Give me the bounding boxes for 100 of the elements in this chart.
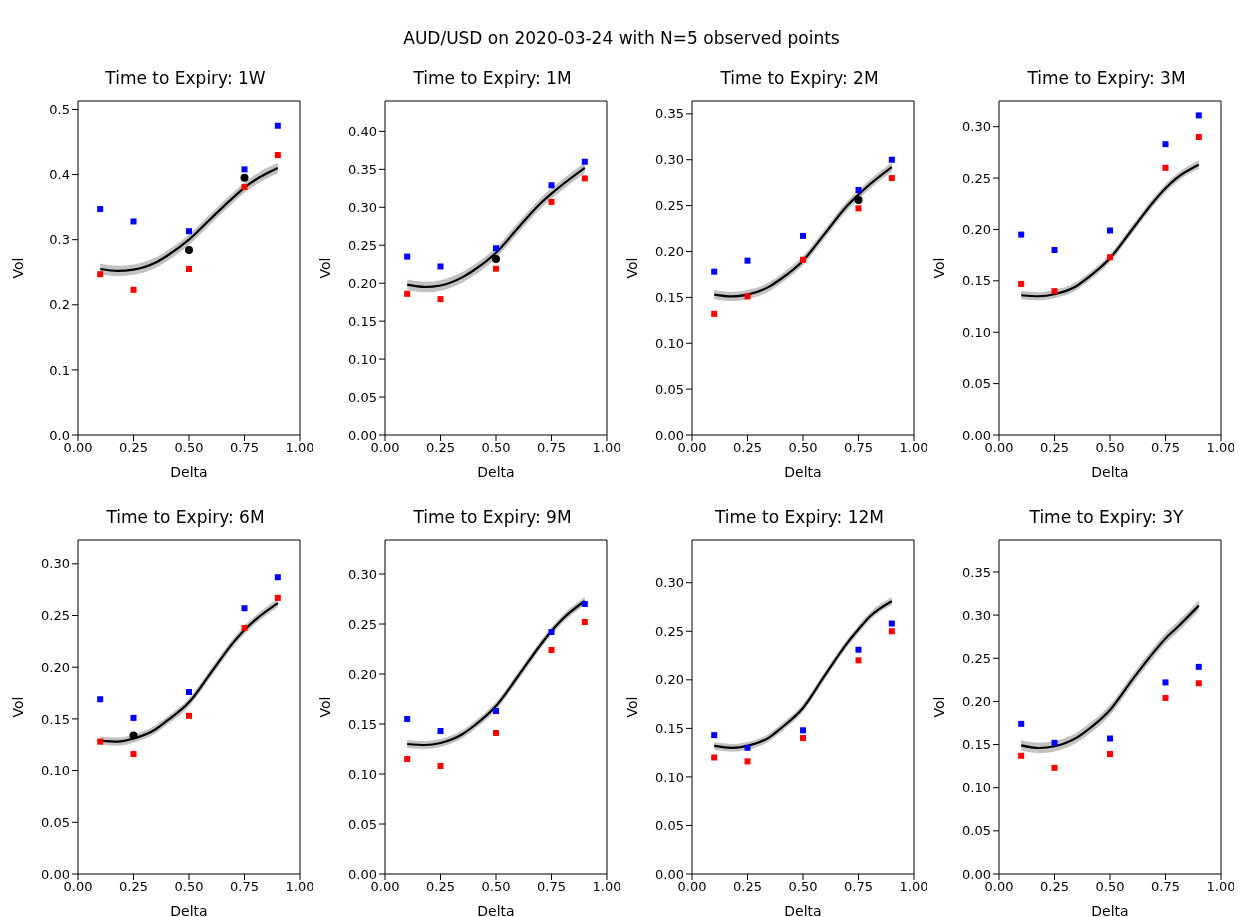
y-tick-label: 0.20 xyxy=(962,694,991,710)
x-tick-label: 0.75 xyxy=(230,879,259,895)
point xyxy=(800,727,806,734)
y-axis-title: Vol xyxy=(930,696,947,718)
x-axis-title: Delta xyxy=(1091,464,1129,480)
point xyxy=(97,206,104,213)
point xyxy=(581,175,588,182)
y-axis-title: Vol xyxy=(623,257,640,279)
y-tick-label: 0.00 xyxy=(655,866,684,882)
y-tick-label: 0.30 xyxy=(655,152,684,168)
x-axis-title: Delta xyxy=(784,464,822,480)
point xyxy=(581,158,588,165)
point xyxy=(744,744,751,751)
y-tick-label: 0.05 xyxy=(41,814,70,830)
x-tick-label: 0.75 xyxy=(1151,440,1180,456)
y-tick-label: 0.35 xyxy=(348,161,377,177)
x-axis-title: Delta xyxy=(477,903,515,917)
x-axis-title: Delta xyxy=(170,903,208,917)
text: AUD/USD on 2020-03-24 with N=5 observed points xyxy=(403,28,840,48)
y-tick-label: 0.35 xyxy=(962,564,991,580)
x-tick-label: 1.00 xyxy=(592,879,622,895)
y-tick-label: 0.3 xyxy=(49,232,70,248)
y-tick-label: 0.20 xyxy=(348,275,377,291)
x-tick-label: 0.50 xyxy=(481,440,511,456)
point xyxy=(711,754,718,761)
x-tick-label: 0.25 xyxy=(119,440,148,456)
point xyxy=(130,286,137,293)
y-tick-label: 0.30 xyxy=(41,556,70,572)
x-tick-label: 0.25 xyxy=(426,879,455,895)
point xyxy=(1162,141,1169,148)
point xyxy=(1051,764,1058,771)
y-tick-label: 0.10 xyxy=(348,766,377,782)
point xyxy=(800,256,806,263)
x-tick-label: 1.00 xyxy=(1206,440,1236,456)
point xyxy=(97,738,104,745)
x-axis-title: Delta xyxy=(170,464,208,480)
x-tick-label: 0.50 xyxy=(788,879,818,895)
x-tick-label: 0.25 xyxy=(1040,440,1069,456)
y-tick-label: 0.20 xyxy=(655,672,684,688)
y-tick-label: 0.25 xyxy=(655,198,684,214)
point xyxy=(129,731,138,740)
y-axis-title: Vol xyxy=(9,257,26,279)
x-tick-label: 0.25 xyxy=(733,440,762,456)
y-tick-label: 0.20 xyxy=(962,222,991,238)
y-tick-label: 0.15 xyxy=(348,716,377,732)
x-tick-label: 1.00 xyxy=(899,440,929,456)
y-axis-title: Vol xyxy=(623,696,640,718)
x-tick-label: 0.75 xyxy=(844,440,873,456)
point xyxy=(1018,720,1025,727)
x-tick-label: 0.50 xyxy=(788,440,818,456)
y-tick-label: 0.00 xyxy=(655,427,684,443)
y-tick-label: 0.5 xyxy=(49,102,70,118)
y-tick-label: 0.20 xyxy=(41,659,70,675)
y-tick-label: 0.30 xyxy=(655,575,684,591)
point xyxy=(1018,752,1025,759)
point xyxy=(744,257,751,264)
y-tick-label: 0.2 xyxy=(49,297,70,313)
x-tick-label: 0.25 xyxy=(1040,879,1069,895)
point xyxy=(1018,231,1025,238)
y-axis-title: Vol xyxy=(930,257,947,279)
point xyxy=(437,763,444,769)
y-axis-title: Vol xyxy=(316,257,333,279)
chart-title: Time to Expiry: 9M xyxy=(412,507,573,529)
y-tick-label: 0.1 xyxy=(49,362,70,378)
point xyxy=(130,751,137,758)
y-tick-label: 0.10 xyxy=(41,763,70,779)
point xyxy=(437,263,444,270)
y-tick-label: 0.4 xyxy=(49,167,70,183)
point xyxy=(241,183,248,190)
y-tick-label: 0.00 xyxy=(348,427,377,443)
point xyxy=(855,646,862,653)
x-tick-label: 0.00 xyxy=(984,440,1014,456)
point xyxy=(548,629,555,635)
chart-title: Time to Expiry: 12M xyxy=(713,507,885,529)
y-tick-label: 0.30 xyxy=(962,119,991,135)
y-tick-label: 0.00 xyxy=(41,866,70,882)
point xyxy=(744,293,751,300)
point xyxy=(1162,694,1169,701)
y-tick-label: 0.05 xyxy=(348,816,377,832)
x-tick-label: 0.00 xyxy=(63,879,93,895)
x-tick-label: 1.00 xyxy=(592,440,622,456)
y-tick-label: 0.15 xyxy=(962,737,991,753)
x-tick-label: 0.00 xyxy=(677,879,707,895)
x-tick-label: 0.50 xyxy=(1095,879,1125,895)
point xyxy=(855,187,862,194)
y-tick-label: 0.35 xyxy=(655,106,684,122)
chart-title: Time to Expiry: 2M xyxy=(719,68,880,90)
point xyxy=(1051,739,1058,746)
y-tick-label: 0.30 xyxy=(348,199,377,215)
y-axis-title: Vol xyxy=(9,696,26,718)
x-tick-label: 0.00 xyxy=(63,440,93,456)
y-tick-label: 0.05 xyxy=(348,389,377,405)
point xyxy=(711,732,718,739)
point xyxy=(581,619,588,625)
point xyxy=(1195,112,1202,119)
chart-title: Time to Expiry: 3Y xyxy=(1028,507,1185,529)
y-tick-label: 0.40 xyxy=(348,123,377,139)
point xyxy=(404,253,411,260)
y-tick-label: 0.25 xyxy=(348,616,377,632)
y-tick-label: 0.10 xyxy=(962,324,991,340)
